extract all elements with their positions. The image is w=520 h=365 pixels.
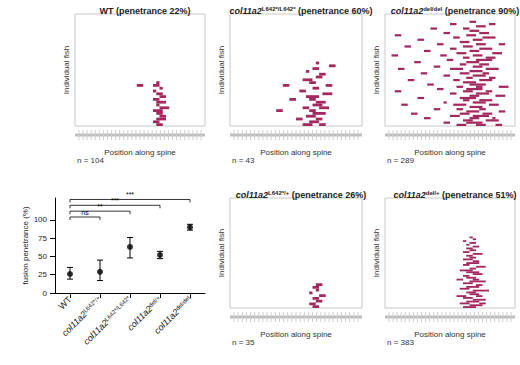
svg-text:100: 100	[34, 215, 48, 224]
svg-text:Position along spine: Position along spine	[104, 148, 176, 157]
svg-text:fusion penetrance (%): fusion penetrance (%)	[21, 206, 30, 285]
svg-text:Individual fish: Individual fish	[372, 46, 381, 94]
svg-text:75: 75	[38, 234, 47, 243]
svg-text:WT: WT	[99, 6, 113, 16]
svg-text:0: 0	[43, 289, 48, 298]
svg-text:del/del: del/del	[174, 295, 191, 312]
svg-text:L642*/L642*: L642*/L642*	[104, 294, 132, 322]
svg-text:n = 43: n = 43	[232, 156, 255, 165]
svg-text:Position along spine: Position along spine	[260, 330, 332, 339]
svg-text:col11a2: col11a2	[60, 309, 89, 338]
svg-text:Position along spine: Position along spine	[414, 148, 486, 157]
svg-text:***: ***	[111, 197, 119, 204]
svg-text:(penetrance 51%): (penetrance 51%)	[440, 190, 517, 200]
svg-text:col11a2: col11a2	[125, 304, 154, 333]
svg-text:del/+: del/+	[426, 190, 440, 196]
svg-text:Position along spine: Position along spine	[414, 330, 486, 339]
svg-text:n = 35: n = 35	[232, 338, 255, 347]
svg-text:Individual fish: Individual fish	[62, 46, 71, 94]
svg-text:L642*/L642*: L642*/L642*	[262, 6, 296, 12]
svg-text:Position along spine: Position along spine	[260, 148, 332, 157]
svg-text:col11a2: col11a2	[391, 6, 423, 16]
svg-text:col11a2: col11a2	[393, 190, 425, 200]
svg-text:ns: ns	[81, 209, 89, 216]
svg-text:col11a2: col11a2	[152, 307, 181, 336]
svg-text:col11a2: col11a2	[81, 318, 110, 347]
svg-text:col11a2: col11a2	[229, 6, 261, 16]
svg-text:L642*/+: L642*/+	[82, 294, 101, 313]
svg-text:(penetrance 22%): (penetrance 22%)	[113, 6, 190, 16]
svg-text:WT: WT	[57, 294, 74, 311]
svg-text:Individual fish: Individual fish	[217, 229, 226, 277]
svg-text:**: **	[97, 203, 103, 210]
svg-text:Individual fish: Individual fish	[372, 229, 381, 277]
svg-text:***: ***	[126, 191, 134, 198]
svg-text:(penetrance 60%): (penetrance 60%)	[296, 6, 373, 16]
svg-text:50: 50	[38, 252, 47, 261]
svg-text:L642*/+: L642*/+	[268, 190, 290, 196]
svg-text:25: 25	[38, 270, 47, 279]
svg-text:n = 289: n = 289	[387, 156, 414, 165]
svg-text:del/del: del/del	[423, 6, 442, 12]
svg-text:(penetrance 26%): (penetrance 26%)	[289, 190, 366, 200]
svg-text:del/+: del/+	[147, 294, 162, 309]
svg-text:Individual fish: Individual fish	[217, 46, 226, 94]
svg-text:n = 383: n = 383	[387, 338, 414, 347]
svg-text:col11a2: col11a2	[236, 190, 268, 200]
svg-text:(penetrance 90%): (penetrance 90%)	[442, 6, 519, 16]
svg-text:n = 104: n = 104	[77, 156, 104, 165]
